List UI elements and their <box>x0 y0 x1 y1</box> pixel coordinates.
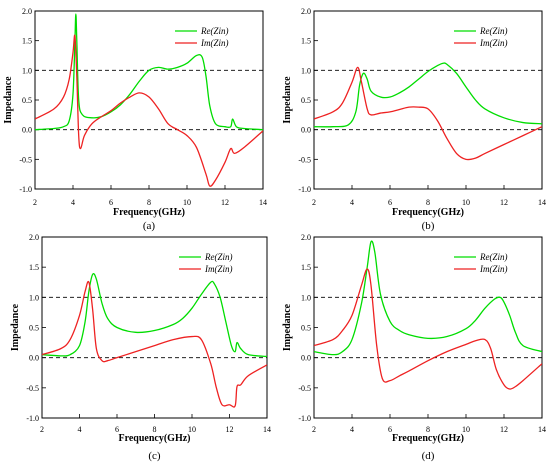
series-line-re <box>314 240 542 356</box>
y-tick-label: -0.5 <box>26 384 39 393</box>
y-tick-label: 1.5 <box>22 37 32 46</box>
plot-frame <box>313 236 543 419</box>
y-tick-label: 2.0 <box>22 7 32 16</box>
y-tick-label: 1.5 <box>301 263 311 272</box>
plot-frame <box>34 10 264 190</box>
y-tick-label: 0.5 <box>29 324 39 333</box>
legend-label: Re(Zin) <box>479 252 508 262</box>
x-tick-label: 10 <box>183 198 191 207</box>
series-line-im <box>314 268 542 390</box>
y-tick-label: -0.5 <box>298 384 311 393</box>
legend-label: Re(Zin) <box>479 26 508 36</box>
x-tick-label: 8 <box>147 198 151 207</box>
x-axis-title: Frequency(GHz) <box>113 207 185 218</box>
series-line-im <box>35 34 263 187</box>
legend-label: Im(Zin) <box>204 264 233 274</box>
x-tick-label: 12 <box>221 198 229 207</box>
x-tick-label: 2 <box>33 198 37 207</box>
series-line-re <box>42 272 267 358</box>
x-tick-label: 12 <box>500 425 508 434</box>
y-tick-label: -0.5 <box>298 155 311 164</box>
x-tick-label: 14 <box>259 198 267 207</box>
y-tick-label: -0.5 <box>19 155 32 164</box>
legend-label: Re(Zin) <box>200 26 229 36</box>
chart-panel-1: 2 4 6 8 10 12 14 -1.0 -0.5 0.0 0.5 1.0 1.5 2.0 Frequen… <box>3 7 267 232</box>
x-tick-label: 4 <box>350 425 354 434</box>
x-axis-title: Frequency(GHz) <box>118 433 190 444</box>
y-tick-label: 0.0 <box>301 126 311 135</box>
x-tick-label: 2 <box>312 198 316 207</box>
legend-label: Im(Zin) <box>479 264 508 274</box>
chart-panel-4: 2 4 6 8 10 12 14 -1.0 -0.5 0.0 0.5 1.0 1.5 2.0 Frequen… <box>282 233 546 462</box>
x-tick-label: 10 <box>462 198 470 207</box>
x-tick-label: 12 <box>226 425 234 434</box>
x-tick-label: 4 <box>350 198 354 207</box>
y-tick-label: 2.0 <box>301 7 311 16</box>
series-line-im <box>42 280 267 408</box>
x-tick-label: 6 <box>115 425 119 434</box>
x-tick-label: 8 <box>426 198 430 207</box>
y-tick-label: 1.0 <box>301 293 311 302</box>
x-tick-label: 12 <box>500 198 508 207</box>
y-tick-label: 1.0 <box>29 293 39 302</box>
x-tick-label: 14 <box>538 198 546 207</box>
x-tick-label: 8 <box>153 425 157 434</box>
x-tick-label: 2 <box>312 425 316 434</box>
x-tick-label: 4 <box>71 198 75 207</box>
y-tick-label: -1.0 <box>26 414 39 423</box>
x-tick-label: 2 <box>40 425 44 434</box>
x-tick-label: 10 <box>188 425 196 434</box>
x-tick-label: 10 <box>462 425 470 434</box>
x-tick-label: 6 <box>388 425 392 434</box>
series-line-re <box>314 62 542 128</box>
x-axis-title: Frequency(GHz) <box>392 433 464 444</box>
x-tick-label: 6 <box>388 198 392 207</box>
y-tick-label: 0.0 <box>29 354 39 363</box>
series-line-im <box>314 66 542 161</box>
y-tick-label: 0.5 <box>22 96 32 105</box>
y-axis-title: Impedance <box>282 303 293 351</box>
x-tick-label: 6 <box>109 198 113 207</box>
x-axis-title: Frequency(GHz) <box>392 207 464 218</box>
y-tick-label: -1.0 <box>298 185 311 194</box>
panel-label: (b) <box>422 220 435 232</box>
y-tick-label: 2.0 <box>29 233 39 242</box>
legend-label: Re(Zin) <box>204 252 233 262</box>
x-tick-label: 14 <box>538 425 546 434</box>
y-tick-label: 1.0 <box>301 66 311 75</box>
y-tick-label: 1.5 <box>29 263 39 272</box>
x-tick-label: 14 <box>263 425 271 434</box>
chart-panel-2: 2 4 6 8 10 12 14 -1.0 -0.5 0.0 0.5 1.0 1.5 2.0 Frequen… <box>282 7 546 232</box>
y-tick-label: 0.5 <box>301 324 311 333</box>
y-tick-label: 2.0 <box>301 233 311 242</box>
chart-panel-3: 2 4 6 8 10 12 14 -1.0 -0.5 0.0 0.5 1.0 1.5 2.0 Frequen… <box>10 233 271 462</box>
y-tick-label: -1.0 <box>298 414 311 423</box>
legend-label: Im(Zin) <box>200 38 229 48</box>
y-tick-label: 1.5 <box>301 37 311 46</box>
plot-frame <box>313 10 543 190</box>
x-tick-label: 8 <box>426 425 430 434</box>
y-axis-title: Impedance <box>10 303 21 351</box>
y-axis-title: Impedance <box>282 76 293 124</box>
panel-label: (c) <box>148 450 161 462</box>
panel-label: (a) <box>143 220 156 232</box>
y-tick-label: 0.5 <box>301 96 311 105</box>
legend-label: Im(Zin) <box>479 38 508 48</box>
y-tick-label: 0.0 <box>301 354 311 363</box>
panel-label: (d) <box>422 450 435 462</box>
y-tick-label: -1.0 <box>19 185 32 194</box>
y-axis-title: Impedance <box>3 76 14 124</box>
x-tick-label: 4 <box>78 425 82 434</box>
y-tick-label: 1.0 <box>22 66 32 75</box>
y-tick-label: 0.0 <box>22 126 32 135</box>
series-line-re <box>35 13 263 131</box>
